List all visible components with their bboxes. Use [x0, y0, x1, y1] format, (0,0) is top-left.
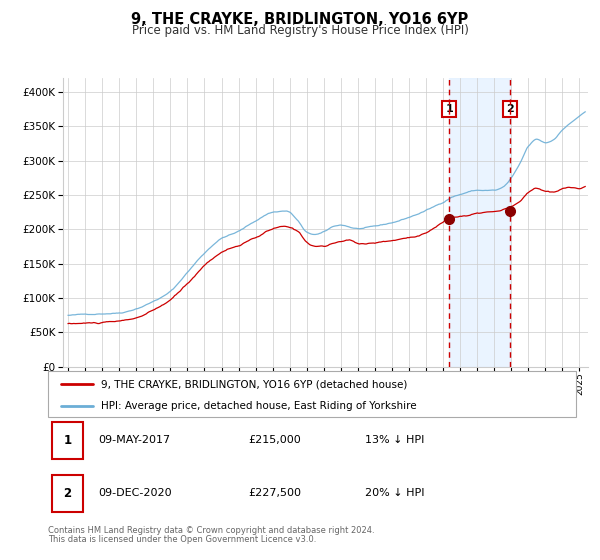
- Text: This data is licensed under the Open Government Licence v3.0.: This data is licensed under the Open Gov…: [48, 535, 316, 544]
- Text: Price paid vs. HM Land Registry's House Price Index (HPI): Price paid vs. HM Land Registry's House …: [131, 24, 469, 36]
- Text: 20% ↓ HPI: 20% ↓ HPI: [365, 488, 424, 498]
- Text: Contains HM Land Registry data © Crown copyright and database right 2024.: Contains HM Land Registry data © Crown c…: [48, 526, 374, 535]
- Text: HPI: Average price, detached house, East Riding of Yorkshire: HPI: Average price, detached house, East…: [101, 401, 416, 410]
- Bar: [52, 422, 83, 459]
- Text: £215,000: £215,000: [248, 435, 301, 445]
- Text: 2: 2: [64, 487, 71, 500]
- Text: 9, THE CRAYKE, BRIDLINGTON, YO16 6YP: 9, THE CRAYKE, BRIDLINGTON, YO16 6YP: [131, 12, 469, 27]
- Text: 2: 2: [506, 104, 514, 114]
- Text: 1: 1: [445, 104, 453, 114]
- Text: 9, THE CRAYKE, BRIDLINGTON, YO16 6YP (detached house): 9, THE CRAYKE, BRIDLINGTON, YO16 6YP (de…: [101, 379, 407, 389]
- Text: 09-MAY-2017: 09-MAY-2017: [98, 435, 170, 445]
- Bar: [449, 78, 510, 367]
- Text: 09-DEC-2020: 09-DEC-2020: [98, 488, 172, 498]
- Text: 1: 1: [64, 434, 71, 447]
- Text: £227,500: £227,500: [248, 488, 302, 498]
- Bar: [52, 475, 83, 512]
- Text: 13% ↓ HPI: 13% ↓ HPI: [365, 435, 424, 445]
